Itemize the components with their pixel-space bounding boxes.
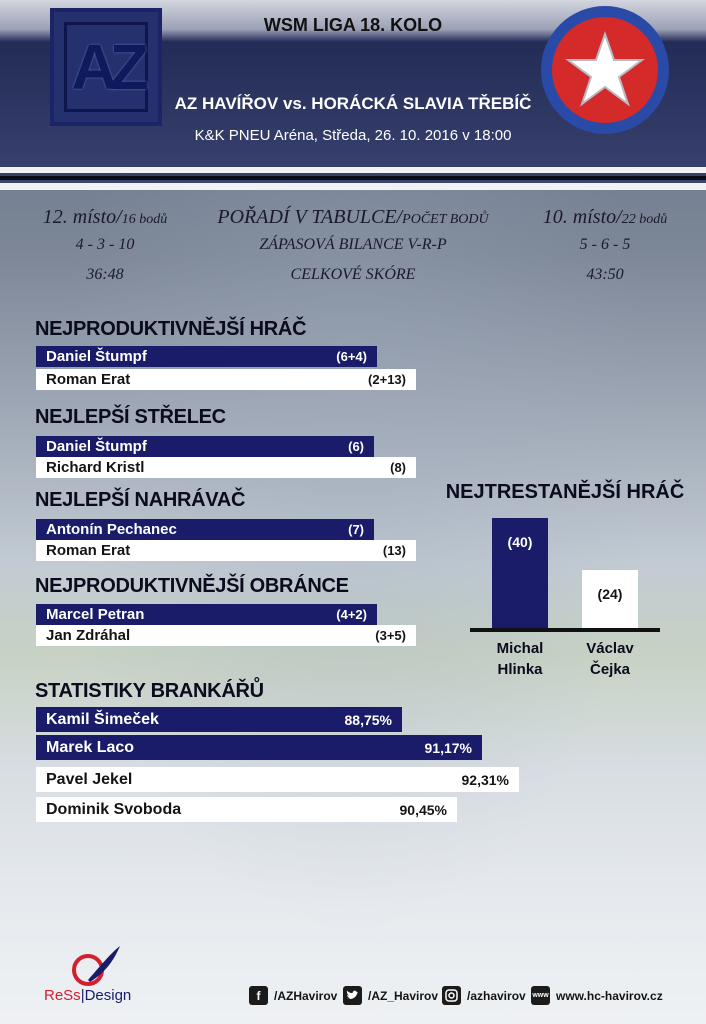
player-value: (8) bbox=[390, 460, 406, 475]
stat-bar-home: Daniel Štumpf (6+4) bbox=[36, 346, 377, 367]
label-place: POŘADÍ V TABULCE/POČET BODŮ bbox=[217, 206, 489, 228]
goalie-name: Pavel Jekel bbox=[46, 770, 133, 788]
goalie-value: 91,17% bbox=[424, 739, 472, 756]
player-value: (6+4) bbox=[336, 349, 367, 364]
section-title-passer: NEJLEPŠÍ NAHRÁVAČ bbox=[35, 489, 246, 511]
stat-bar-home: Marcel Petran (4+2) bbox=[36, 604, 377, 625]
web-icon: www bbox=[531, 986, 550, 1005]
facebook-handle: /AZHavirov bbox=[274, 988, 338, 1003]
player-name: Richard Kristl bbox=[46, 459, 145, 476]
social-instagram[interactable]: /azhavirov bbox=[442, 986, 526, 1005]
player-value: (2+13) bbox=[368, 372, 406, 387]
goalie-bar-away: Dominik Svoboda 90,45% bbox=[36, 797, 457, 822]
penalty-player-away: Václav Čejka bbox=[586, 640, 634, 678]
social-twitter[interactable]: /AZ_Havirov bbox=[343, 986, 438, 1005]
home-record: 4 - 3 - 10 bbox=[75, 236, 135, 253]
section-title-penalties: NEJTRESTANĚJŠÍ HRÁČ bbox=[445, 481, 685, 503]
stat-bar-away: Roman Erat (2+13) bbox=[36, 369, 416, 390]
player-value: (7) bbox=[348, 522, 364, 537]
away-team-logo-ring bbox=[552, 17, 658, 123]
away-score: 43:50 bbox=[586, 266, 624, 283]
section-title-productive: NEJPRODUKTIVNĚJŠÍ HRÁČ bbox=[35, 318, 307, 340]
home-team-logo-text: AZ bbox=[64, 22, 149, 112]
away-team-logo bbox=[541, 6, 669, 134]
away-record: 5 - 6 - 5 bbox=[579, 236, 631, 253]
match-venue: K&K PNEU Aréna, Středa, 26. 10. 2016 v 1… bbox=[194, 127, 512, 144]
player-value: (13) bbox=[382, 543, 406, 558]
away-place: 10. místo/22 bodů bbox=[542, 206, 668, 228]
header-stripe bbox=[0, 183, 706, 190]
social-website[interactable]: www www.hc-havirov.cz bbox=[531, 986, 663, 1005]
penalty-value: (40) bbox=[507, 534, 533, 550]
home-place: 12. místo/16 bodů bbox=[42, 206, 168, 228]
stat-bar-home: Antonín Pechanec (7) bbox=[36, 519, 374, 540]
goalie-value: 92,31% bbox=[461, 771, 509, 788]
star-icon bbox=[565, 30, 645, 107]
goalie-bar-home: Kamil Šimeček 88,75% bbox=[36, 707, 402, 732]
stat-bar-home: Daniel Štumpf (6) bbox=[36, 436, 374, 457]
stat-bar-away: Jan Zdráhal (3+5) bbox=[36, 625, 416, 646]
twitter-handle: /AZ_Havirov bbox=[368, 988, 439, 1003]
section-title-goalies: STATISTIKY BRANKÁŘŮ bbox=[35, 680, 264, 702]
penalty-bar-away: (24) bbox=[582, 570, 638, 628]
match-title: AZ HAVÍŘOV vs. HORÁCKÁ SLAVIA TŘEBÍČ bbox=[174, 94, 532, 113]
designer-credit: ReSs|Design bbox=[44, 987, 132, 1004]
player-name: Antonín Pechanec bbox=[46, 521, 177, 538]
goalie-name: Kamil Šimeček bbox=[46, 710, 159, 728]
section-title-defender: NEJPRODUKTIVNĚJŠÍ OBRÁNCE bbox=[35, 575, 349, 597]
label-score: CELKOVÉ SKÓRE bbox=[290, 266, 416, 283]
stat-bar-away: Richard Kristl (8) bbox=[36, 457, 416, 478]
player-value: (4+2) bbox=[336, 607, 367, 622]
twitter-icon bbox=[343, 986, 362, 1005]
player-name: Daniel Štumpf bbox=[46, 348, 147, 365]
player-value: (3+5) bbox=[375, 628, 406, 643]
website-url: www.hc-havirov.cz bbox=[556, 988, 663, 1003]
penalty-player-home: Michal Hlinka bbox=[496, 640, 544, 678]
social-facebook[interactable]: f /AZHavirov bbox=[249, 986, 337, 1005]
player-name: Roman Erat bbox=[46, 371, 131, 388]
penalty-value: (24) bbox=[597, 586, 623, 602]
header-stripe bbox=[0, 167, 706, 173]
section-title-shooter: NEJLEPŠÍ STŘELEC bbox=[35, 406, 226, 428]
instagram-icon bbox=[442, 986, 461, 1005]
player-value: (6) bbox=[348, 439, 364, 454]
goalie-name: Marek Laco bbox=[46, 738, 135, 756]
home-team-logo: AZ bbox=[50, 8, 162, 126]
penalty-bar-home: (40) bbox=[492, 518, 548, 628]
player-name: Roman Erat bbox=[46, 542, 131, 559]
player-name: Daniel Štumpf bbox=[46, 438, 147, 455]
label-record: ZÁPASOVÁ BILANCE V-R-P bbox=[259, 236, 447, 253]
player-name: Marcel Petran bbox=[46, 606, 145, 623]
goalie-value: 88,75% bbox=[344, 711, 392, 728]
goalie-bar-home: Marek Laco 91,17% bbox=[36, 735, 482, 760]
stat-bar-away: Roman Erat (13) bbox=[36, 540, 416, 561]
instagram-handle: /azhavirov bbox=[467, 988, 526, 1003]
round-title: WSM LIGA 18. KOLO bbox=[263, 15, 443, 35]
goalie-value: 90,45% bbox=[399, 801, 447, 818]
facebook-icon: f bbox=[249, 986, 268, 1005]
home-score: 36:48 bbox=[86, 266, 124, 283]
header-stripe bbox=[0, 176, 706, 180]
player-name: Jan Zdráhal bbox=[46, 627, 131, 644]
goalie-name: Dominik Svoboda bbox=[46, 800, 182, 818]
goalie-bar-away: Pavel Jekel 92,31% bbox=[36, 767, 519, 792]
designer-logo bbox=[72, 946, 120, 986]
penalty-axis bbox=[470, 628, 660, 632]
